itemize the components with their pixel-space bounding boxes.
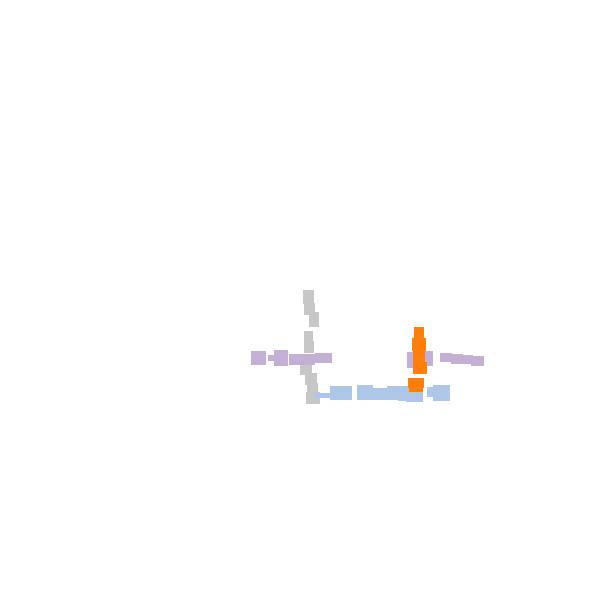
orange-track-block-6 xyxy=(409,386,423,392)
gray-track-block-5 xyxy=(304,341,314,353)
gray-track-block-7 xyxy=(305,373,317,385)
orange-track-block-2 xyxy=(412,338,426,351)
purple-track-left-block-5 xyxy=(301,354,315,365)
blue-track-block-5 xyxy=(387,386,400,400)
gray-track-block-2 xyxy=(304,303,315,315)
blue-track-block-4 xyxy=(371,388,388,400)
orange-track-block-4 xyxy=(413,362,427,374)
gray-track-block-3 xyxy=(309,312,319,327)
gray-track-block-6 xyxy=(300,363,312,375)
orange-track-block-3 xyxy=(413,350,425,362)
blue-track-block-8 xyxy=(427,387,435,397)
blue-track-block-9 xyxy=(433,385,450,401)
gray-track-block-4 xyxy=(304,331,313,343)
orange-track xyxy=(408,327,427,392)
purple-track-left-block-3 xyxy=(274,350,288,366)
orange-track-block-1 xyxy=(414,327,424,339)
blue-track-block-1 xyxy=(314,393,330,398)
purple-track-left-block-1 xyxy=(251,351,266,365)
gray-track-block-8 xyxy=(307,383,318,395)
blue-track-block-3 xyxy=(357,385,373,400)
purple-track-left-block-6 xyxy=(315,353,332,363)
orange-track-block-5 xyxy=(408,378,424,388)
blue-track-block-2 xyxy=(330,386,352,400)
purple-track-right-block-2 xyxy=(422,351,433,366)
gray-track-block-1 xyxy=(303,290,314,304)
purple-track-right-block-6 xyxy=(471,356,484,366)
purple-track-left xyxy=(251,350,332,366)
purple-track-right-block-4 xyxy=(451,354,463,364)
purple-track-right-block-5 xyxy=(459,355,473,364)
purple-track-left-block-4 xyxy=(289,354,303,365)
purple-track-right-block-3 xyxy=(440,353,452,362)
purple-track-left-block-2 xyxy=(268,355,276,361)
